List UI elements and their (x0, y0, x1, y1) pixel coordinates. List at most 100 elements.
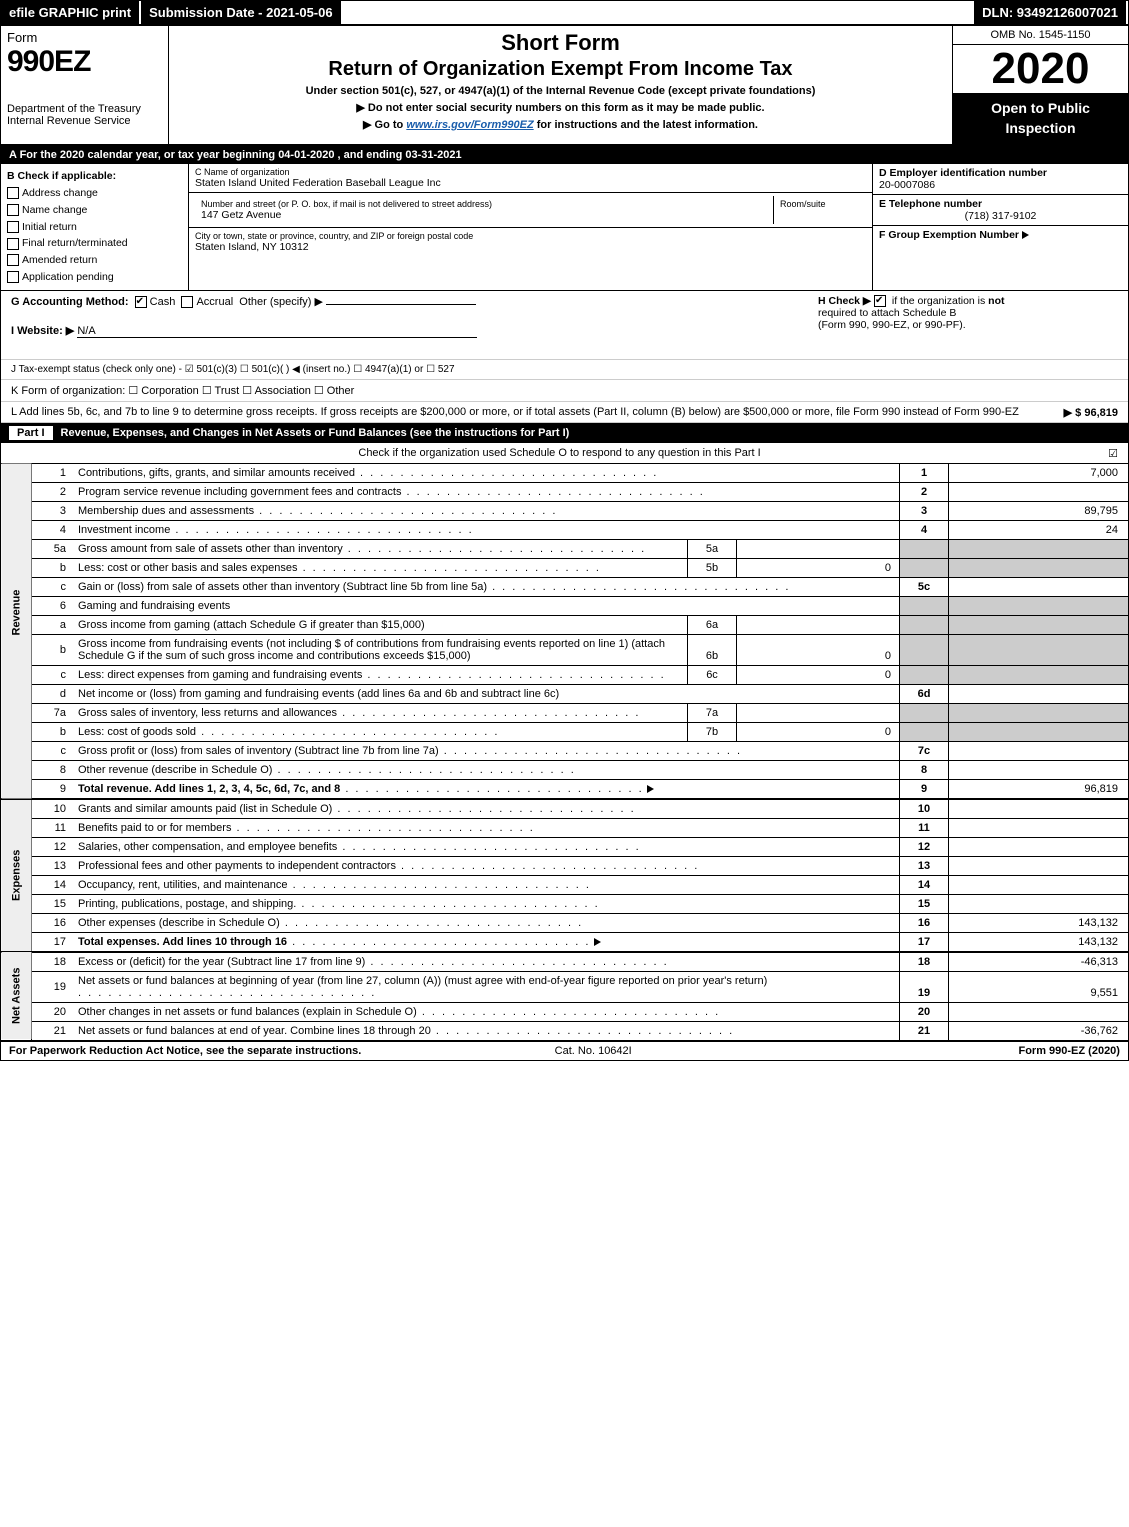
l5c-num: c (32, 577, 75, 596)
l6c-amt-shade (949, 665, 1129, 684)
row-l: L Add lines 5b, 6c, and 7b to line 9 to … (1, 402, 1128, 423)
omb-number: OMB No. 1545-1150 (953, 26, 1128, 45)
footer-right: Form 990-EZ (2020) (1018, 1045, 1119, 1057)
l20-amt (949, 1002, 1129, 1021)
footer-left: For Paperwork Reduction Act Notice, see … (9, 1045, 361, 1057)
part1-check-text: Check if the organization used Schedule … (358, 447, 760, 459)
l19-ln: 19 (900, 971, 949, 1002)
l3-ln: 3 (900, 501, 949, 520)
l6a-amt-shade (949, 615, 1129, 634)
header-left: Form 990EZ Department of the Treasury In… (1, 26, 169, 144)
l12-amt (949, 837, 1129, 856)
l3-desc: Membership dues and assessments (78, 505, 254, 517)
l10-num: 10 (32, 799, 75, 819)
form-container: efile GRAPHIC print Submission Date - 20… (0, 0, 1129, 1061)
footer-center: Cat. No. 10642I (555, 1045, 632, 1057)
org-name: Staten Island United Federation Baseball… (195, 177, 866, 189)
header-right: OMB No. 1545-1150 2020 Open to Public In… (952, 26, 1128, 144)
form-number: 990EZ (7, 45, 162, 79)
l20-desc: Other changes in net assets or fund bala… (78, 1006, 417, 1018)
ein-label: D Employer identification number (879, 167, 1122, 179)
triangle-icon (1022, 231, 1029, 239)
addr-value: 147 Getz Avenue (201, 209, 767, 221)
form-header: Form 990EZ Department of the Treasury In… (1, 26, 1128, 146)
l2-num: 2 (32, 482, 75, 501)
row-j: J Tax-exempt status (check only one) - ☑… (1, 360, 1128, 380)
under-section-text: Under section 501(c), 527, or 4947(a)(1)… (177, 85, 944, 97)
g-cash-checkbox[interactable] (135, 296, 147, 308)
l2-desc: Program service revenue including govern… (78, 486, 401, 498)
row-a-tax-year: A For the 2020 calendar year, or tax yea… (1, 146, 1128, 164)
opt-amended-return[interactable]: Amended return (7, 252, 182, 269)
l5b-amt-shade (949, 558, 1129, 577)
l6c-desc: Less: direct expenses from gaming and fu… (78, 669, 362, 681)
tax-year: 2020 (953, 45, 1128, 93)
l16-desc: Other expenses (describe in Schedule O) (78, 917, 280, 929)
l5a-num: 5a (32, 539, 75, 558)
opt-application-pending[interactable]: Application pending (7, 269, 182, 286)
row-h-line3: (Form 990, 990-EZ, or 990-PF). (818, 319, 966, 331)
l7a-num: 7a (32, 703, 75, 722)
l6b-sv: 0 (737, 634, 900, 665)
l16-ln: 16 (900, 913, 949, 932)
group-exempt-label: F Group Exemption Number (879, 229, 1019, 241)
part1-header: Part I Revenue, Expenses, and Changes in… (1, 423, 1128, 443)
l10-ln: 10 (900, 799, 949, 819)
l21-amt: -36,762 (949, 1021, 1129, 1040)
l3-amt: 89,795 (949, 501, 1129, 520)
l13-num: 13 (32, 856, 75, 875)
opt-address-change[interactable]: Address change (7, 185, 182, 202)
l6-amt-shade (949, 596, 1129, 615)
l11-desc: Benefits paid to or for members (78, 822, 231, 834)
l5a-amt-shade (949, 539, 1129, 558)
l1-amt: 7,000 (949, 464, 1129, 483)
section-identity: B Check if applicable: Address change Na… (1, 164, 1128, 291)
l6a-desc: Gross income from gaming (attach Schedul… (74, 615, 688, 634)
l10-desc: Grants and similar amounts paid (list in… (78, 803, 332, 815)
g-other-input[interactable] (326, 304, 476, 305)
l6c-sub: 6c (688, 665, 737, 684)
l6b-ln-shade (900, 634, 949, 665)
g-other: Other (specify) ▶ (239, 296, 323, 308)
goto-pre: ▶ Go to (363, 119, 406, 131)
l1-num: 1 (32, 464, 75, 483)
part1-checked-icon: ☑ (1108, 447, 1118, 460)
l6-ln-shade (900, 596, 949, 615)
g-accrual-checkbox[interactable] (181, 296, 193, 308)
l7c-num: c (32, 741, 75, 760)
l4-desc: Investment income (78, 524, 170, 536)
section-expenses: Expenses (1, 799, 32, 952)
l5b-sv: 0 (737, 558, 900, 577)
opt-final-return[interactable]: Final return/terminated (7, 235, 182, 252)
l15-ln: 15 (900, 894, 949, 913)
l19-desc: Net assets or fund balances at beginning… (78, 975, 767, 987)
box-c: C Name of organization Staten Island Uni… (189, 164, 873, 290)
l7a-sv (737, 703, 900, 722)
dept-treasury: Department of the Treasury (7, 103, 162, 115)
opt-initial-return[interactable]: Initial return (7, 219, 182, 236)
irs-link[interactable]: www.irs.gov/Form990EZ (406, 119, 533, 131)
l7a-amt-shade (949, 703, 1129, 722)
form-word: Form (7, 30, 162, 45)
goto-line: ▶ Go to www.irs.gov/Form990EZ for instru… (177, 118, 944, 131)
l4-num: 4 (32, 520, 75, 539)
l2-amt (949, 482, 1129, 501)
efile-print-button[interactable]: efile GRAPHIC print (1, 1, 139, 24)
l6a-sv (737, 615, 900, 634)
l10-amt (949, 799, 1129, 819)
l5b-desc: Less: cost or other basis and sales expe… (78, 562, 298, 574)
l7b-amt-shade (949, 722, 1129, 741)
l8-num: 8 (32, 760, 75, 779)
opt-name-change[interactable]: Name change (7, 202, 182, 219)
l3-num: 3 (32, 501, 75, 520)
l8-desc: Other revenue (describe in Schedule O) (78, 764, 272, 776)
l7a-ln-shade (900, 703, 949, 722)
l5b-num: b (32, 558, 75, 577)
row-h-checkbox[interactable] (874, 295, 886, 307)
l8-ln: 8 (900, 760, 949, 779)
l6d-desc: Net income or (loss) from gaming and fun… (74, 684, 900, 703)
l6a-num: a (32, 615, 75, 634)
row-k: K Form of organization: ☐ Corporation ☐ … (1, 380, 1128, 402)
l9-desc: Total revenue. Add lines 1, 2, 3, 4, 5c,… (78, 783, 340, 795)
phone-label: E Telephone number (879, 198, 1122, 210)
